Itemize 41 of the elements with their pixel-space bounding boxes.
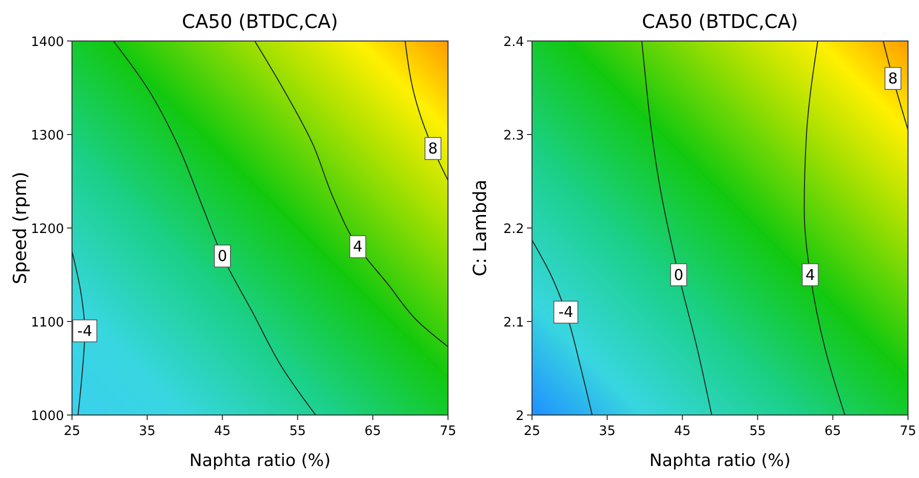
line-series — [112, 41, 316, 415]
line-series — [404, 41, 448, 181]
x-tick-label: 45 — [674, 424, 691, 439]
y-tick-label: 2.1 — [503, 316, 524, 330]
chart-title: CA50 (BTDC,CA) — [642, 11, 798, 33]
y-tick-label: 1100 — [30, 316, 64, 330]
line-series — [532, 240, 593, 415]
x-tick-label: 75 — [900, 424, 916, 439]
x-tick-label: 55 — [289, 424, 306, 439]
series-label: -4 — [558, 303, 574, 322]
series-label: 8 — [428, 140, 438, 158]
y-tick-label: 1200 — [30, 222, 64, 237]
series-label: 4 — [352, 238, 363, 256]
y-tick-label: 1000 — [30, 409, 64, 424]
x-tick-label: 35 — [138, 424, 156, 439]
chart-title: CA50 (BTDC,CA) — [182, 11, 338, 33]
x-tick-label: 65 — [824, 424, 842, 439]
series-label: 0 — [674, 266, 684, 284]
series-label: 8 — [888, 69, 898, 88]
x-tick-label: 35 — [598, 424, 616, 439]
x-axis-title: Naphta ratio (%) — [189, 451, 331, 471]
line-series — [254, 41, 448, 348]
x-tick-label: 65 — [364, 424, 382, 439]
series-label: 4 — [805, 266, 816, 284]
series-label: 0 — [218, 247, 228, 266]
x-tick-label: 75 — [440, 424, 456, 439]
x-tick-label: 45 — [214, 424, 231, 439]
x-tick-label: 25 — [64, 424, 80, 439]
y-tick-label: 2 — [516, 409, 524, 424]
y-tick-label: 2.3 — [503, 128, 524, 144]
line-series — [641, 41, 712, 415]
x-tick-label: 25 — [524, 424, 540, 439]
y-tick-label: 1300 — [30, 128, 64, 144]
x-tick-label: 55 — [749, 424, 766, 439]
y-tick-label: 2.2 — [503, 222, 524, 237]
y-tick-label: 2.4 — [503, 35, 524, 50]
series-label: -4 — [77, 322, 92, 340]
x-axis-title: Naphta ratio (%) — [649, 451, 791, 471]
y-axis-title: C: Lambda — [470, 180, 491, 276]
y-axis-title: Speed (rpm) — [10, 172, 31, 284]
y-tick-label: 1400 — [30, 35, 64, 50]
